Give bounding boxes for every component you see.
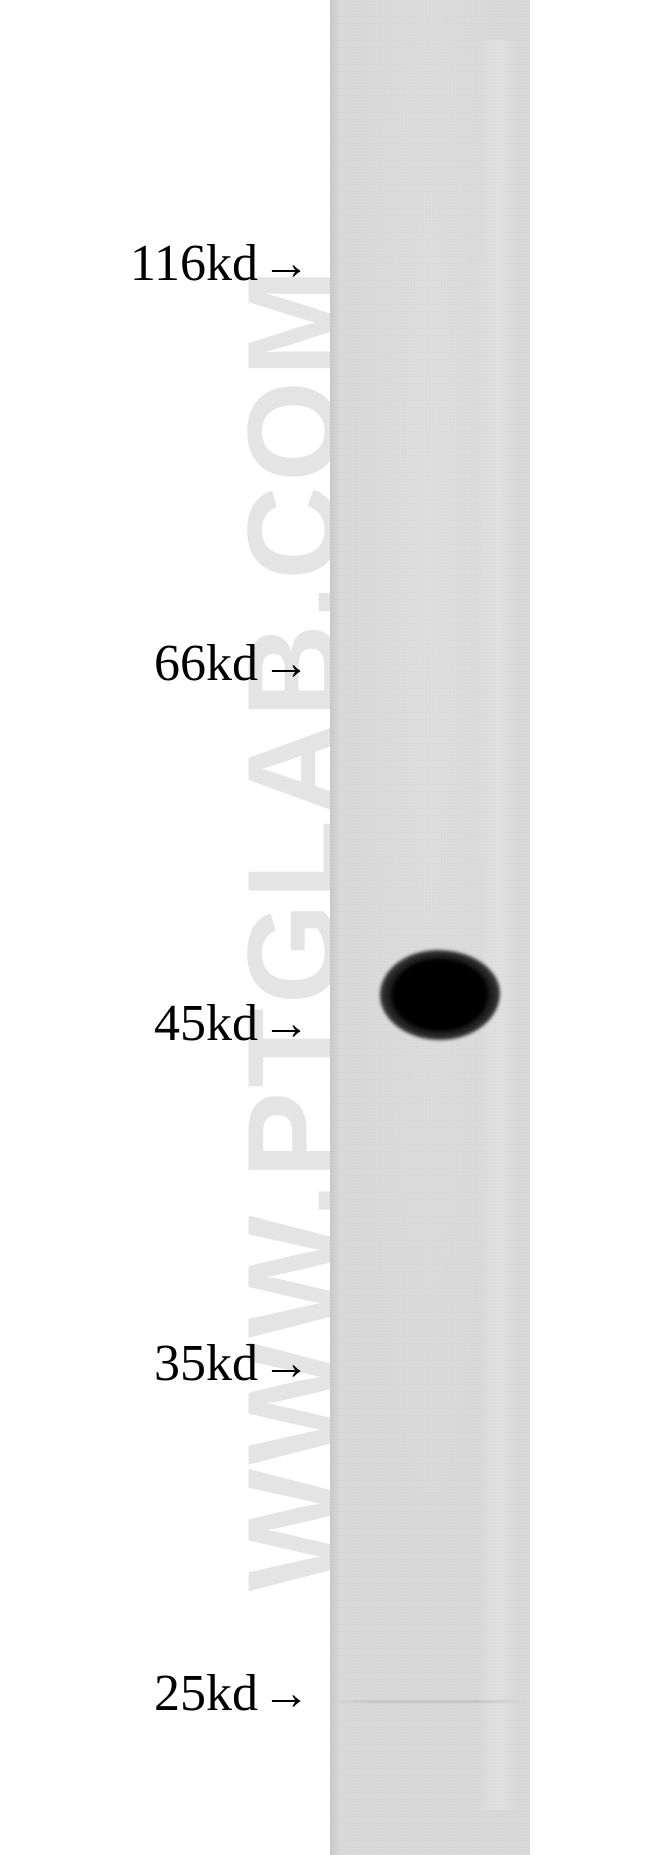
mw-marker-45: 45kd → — [154, 994, 310, 1053]
arrow-icon: → — [262, 1336, 310, 1391]
faint-band — [330, 1700, 530, 1703]
gel-lane — [330, 0, 530, 1855]
protein-band — [380, 950, 500, 1040]
mw-marker-25: 25kd → — [154, 1664, 310, 1723]
marker-value: 116kd — [130, 234, 258, 293]
arrow-icon: → — [262, 236, 310, 291]
marker-value: 25kd — [154, 1664, 258, 1723]
arrow-icon: → — [262, 636, 310, 691]
mw-marker-35: 35kd → — [154, 1334, 310, 1393]
protein-band-core — [392, 959, 488, 1031]
marker-value: 45kd — [154, 994, 258, 1053]
lane-highlight — [478, 40, 518, 1810]
mw-marker-66: 66kd → — [154, 634, 310, 693]
marker-value: 66kd — [154, 634, 258, 693]
mw-marker-116: 116kd → — [130, 234, 310, 293]
marker-value: 35kd — [154, 1334, 258, 1393]
lane-shading — [330, 0, 340, 1855]
blot-figure: WWW.PTGLAB.COM 116kd → 66kd → 45kd → 35k… — [0, 0, 650, 1855]
arrow-icon: → — [262, 1666, 310, 1721]
arrow-icon: → — [262, 996, 310, 1051]
